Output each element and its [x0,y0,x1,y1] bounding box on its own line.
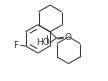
Text: O: O [64,33,71,42]
Text: HO: HO [36,38,50,47]
Text: F: F [13,41,18,50]
